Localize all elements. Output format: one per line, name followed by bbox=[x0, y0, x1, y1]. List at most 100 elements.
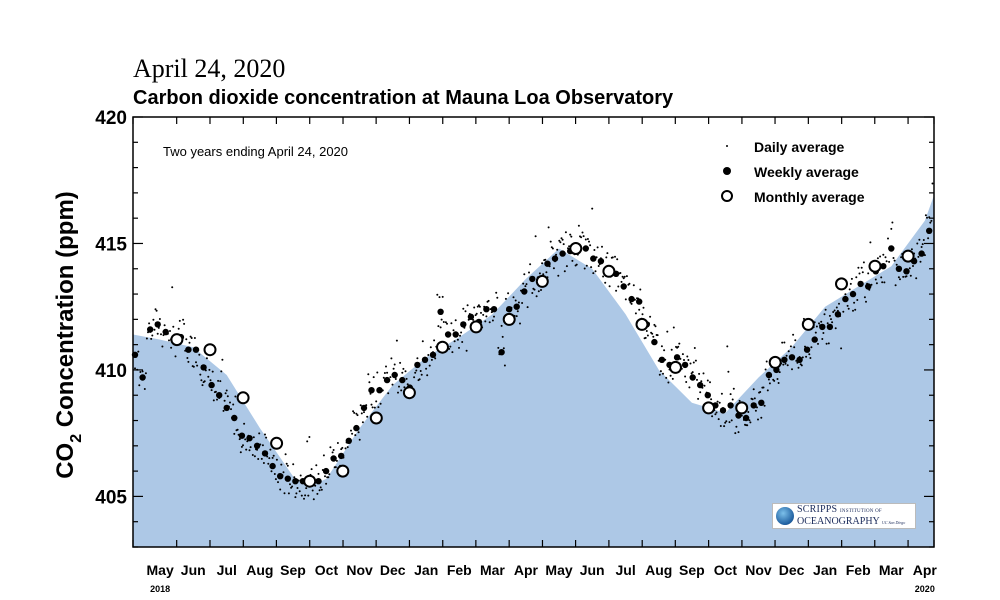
weekly-point bbox=[781, 356, 788, 363]
daily-point bbox=[649, 315, 652, 318]
monthly-point bbox=[303, 474, 317, 488]
weekly-point bbox=[315, 478, 322, 485]
daily-point bbox=[239, 451, 242, 454]
daily-point bbox=[233, 432, 236, 435]
y-tick-label: 410 bbox=[95, 361, 127, 382]
weekly-point bbox=[452, 331, 459, 338]
monthly-point bbox=[369, 411, 383, 425]
daily-point bbox=[279, 488, 282, 491]
daily-point bbox=[253, 455, 256, 458]
daily-point bbox=[170, 346, 173, 349]
daily-point bbox=[446, 322, 448, 325]
daily-point bbox=[298, 490, 301, 493]
daily-point bbox=[895, 263, 898, 266]
daily-point bbox=[703, 384, 706, 387]
daily-point bbox=[156, 332, 159, 335]
legend-weekly-marker bbox=[723, 167, 731, 175]
daily-point bbox=[921, 243, 924, 246]
daily-point bbox=[892, 257, 895, 259]
daily-point bbox=[645, 330, 648, 332]
daily-point bbox=[854, 308, 857, 311]
daily-point bbox=[193, 337, 196, 339]
daily-point bbox=[540, 289, 542, 291]
daily-point bbox=[145, 337, 148, 340]
daily-point bbox=[821, 338, 824, 340]
legend: Daily average Weekly average Monthly ave… bbox=[721, 139, 865, 205]
daily-point bbox=[401, 371, 404, 374]
daily-point bbox=[160, 333, 162, 336]
daily-point bbox=[474, 314, 477, 317]
weekly-point bbox=[498, 349, 505, 356]
daily-point bbox=[151, 334, 154, 337]
daily-point bbox=[504, 297, 507, 300]
weekly-point bbox=[842, 295, 849, 303]
daily-point bbox=[199, 373, 202, 376]
daily-point bbox=[763, 404, 766, 407]
daily-point bbox=[484, 320, 487, 323]
daily-point bbox=[778, 371, 781, 374]
daily-point bbox=[397, 391, 399, 394]
daily-point bbox=[810, 346, 813, 349]
weekly-point bbox=[888, 245, 895, 252]
daily-point bbox=[158, 318, 161, 320]
daily-point bbox=[488, 321, 491, 324]
daily-point bbox=[383, 372, 386, 374]
daily-point bbox=[622, 277, 625, 280]
x-tick-label: May bbox=[147, 562, 174, 578]
daily-point bbox=[275, 458, 278, 461]
daily-point bbox=[473, 306, 476, 309]
daily-point bbox=[834, 327, 837, 330]
daily-point bbox=[311, 489, 314, 492]
daily-point bbox=[273, 473, 276, 475]
daily-point bbox=[776, 378, 779, 380]
daily-point bbox=[377, 406, 380, 409]
daily-point bbox=[212, 399, 215, 402]
daily-point bbox=[561, 238, 564, 241]
weekly-point bbox=[727, 402, 734, 409]
daily-point bbox=[436, 293, 439, 296]
daily-point bbox=[586, 238, 589, 240]
daily-point bbox=[588, 240, 590, 243]
daily-point bbox=[440, 318, 443, 321]
daily-point bbox=[787, 350, 790, 353]
daily-point bbox=[189, 335, 192, 338]
daily-point bbox=[449, 345, 452, 348]
daily-point bbox=[706, 379, 709, 382]
daily-point bbox=[186, 357, 189, 359]
monthly-point bbox=[336, 464, 350, 478]
daily-point bbox=[825, 342, 828, 345]
daily-point bbox=[735, 425, 738, 428]
x-tick-label: Jan bbox=[414, 562, 438, 578]
daily-point bbox=[425, 367, 428, 370]
daily-point bbox=[303, 497, 305, 500]
weekly-point bbox=[506, 306, 513, 313]
daily-point bbox=[439, 326, 442, 329]
weekly-point bbox=[826, 323, 834, 331]
daily-point bbox=[389, 376, 392, 379]
daily-point bbox=[863, 296, 866, 299]
daily-point bbox=[835, 306, 838, 309]
year-label: 2018 bbox=[150, 584, 170, 594]
monthly-point bbox=[236, 391, 250, 405]
legend-daily-marker bbox=[726, 145, 728, 147]
weekly-point bbox=[368, 387, 375, 394]
daily-point bbox=[784, 362, 787, 365]
weekly-point bbox=[269, 462, 276, 470]
daily-point bbox=[495, 291, 498, 294]
daily-point bbox=[487, 299, 490, 302]
daily-point bbox=[366, 415, 369, 418]
weekly-point bbox=[849, 290, 857, 298]
daily-point bbox=[320, 488, 323, 491]
daily-point bbox=[148, 322, 151, 325]
weekly-point bbox=[765, 371, 773, 379]
daily-point bbox=[560, 237, 563, 240]
daily-point bbox=[351, 432, 354, 435]
daily-point bbox=[849, 282, 852, 285]
daily-point bbox=[182, 318, 185, 321]
daily-point bbox=[927, 237, 930, 240]
weekly-point bbox=[758, 399, 765, 406]
daily-point bbox=[670, 348, 673, 351]
daily-point bbox=[875, 282, 878, 285]
daily-point bbox=[709, 381, 711, 384]
daily-point bbox=[665, 376, 668, 379]
